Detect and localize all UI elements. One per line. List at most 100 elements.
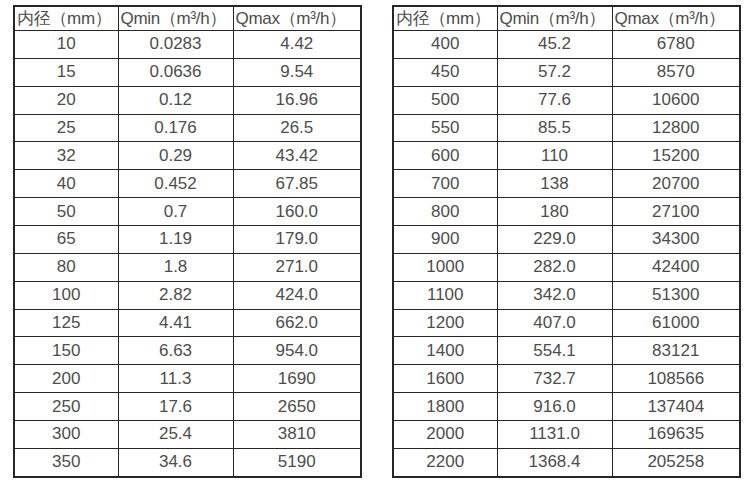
table-cell: 2.82: [118, 281, 233, 309]
table-row: 40045.26780: [393, 31, 740, 59]
table-cell: 138: [497, 170, 612, 198]
column-header-diameter: 内径（mm）: [393, 6, 497, 31]
table-cell: 916.0: [497, 393, 612, 421]
table-cell: 200: [14, 365, 118, 393]
table-cell: 2000: [393, 421, 497, 449]
table-row: 250.17626.5: [14, 114, 361, 142]
table-row: 20011.31690: [14, 365, 361, 393]
table-cell: 4.42: [233, 31, 361, 59]
table-cell: 150: [14, 337, 118, 365]
table-cell: 85.5: [497, 114, 612, 142]
table-row: 1100342.051300: [393, 281, 740, 309]
table-cell: 229.0: [497, 226, 612, 254]
table-row: 55085.512800: [393, 114, 740, 142]
table-row: 500.7160.0: [14, 198, 361, 226]
table-cell: 10: [14, 31, 118, 59]
table-header-row: 内径（mm） Qmin（m³/h） Qmax（m³/h）: [14, 6, 361, 31]
table-cell: 1.8: [118, 253, 233, 281]
table-row: 1600732.7108566: [393, 365, 740, 393]
table-row: 651.19179.0: [14, 226, 361, 254]
table-cell: 65: [14, 226, 118, 254]
table-row: 1002.82424.0: [14, 281, 361, 309]
table-cell: 80: [14, 253, 118, 281]
table-cell: 2650: [233, 393, 361, 421]
table-cell: 45.2: [497, 31, 612, 59]
table-cell: 26.5: [233, 114, 361, 142]
table-cell: 16.96: [233, 86, 361, 114]
table-cell: 180: [497, 198, 612, 226]
table-cell: 25.4: [118, 421, 233, 449]
table-cell: 110: [497, 142, 612, 170]
table-cell: 271.0: [233, 253, 361, 281]
table-cell: 732.7: [497, 365, 612, 393]
table-cell: 600: [393, 142, 497, 170]
table-cell: 15: [14, 58, 118, 86]
table-row: 400.45267.85: [14, 170, 361, 198]
column-header-qmax: Qmax（m³/h）: [612, 6, 740, 31]
table-cell: 407.0: [497, 309, 612, 337]
spec-tables-container: 内径（mm） Qmin（m³/h） Qmax（m³/h） 100.02834.4…: [13, 5, 741, 478]
table-cell: 15200: [612, 142, 740, 170]
table-cell: 42400: [612, 253, 740, 281]
table-cell: 900: [393, 226, 497, 254]
table-cell: 1368.4: [497, 448, 612, 477]
table-row: 80018027100: [393, 198, 740, 226]
column-header-qmin: Qmin（m³/h）: [118, 6, 233, 31]
table-row: 20001131.0169635: [393, 421, 740, 449]
table-cell: 1131.0: [497, 421, 612, 449]
table-cell: 20700: [612, 170, 740, 198]
table-cell: 205258: [612, 448, 740, 477]
table-cell: 800: [393, 198, 497, 226]
table-cell: 12800: [612, 114, 740, 142]
table-cell: 3810: [233, 421, 361, 449]
table-cell: 400: [393, 31, 497, 59]
table-cell: 1400: [393, 337, 497, 365]
table-cell: 0.452: [118, 170, 233, 198]
table-row: 45057.28570: [393, 58, 740, 86]
table-cell: 1000: [393, 253, 497, 281]
table-cell: 4.41: [118, 309, 233, 337]
table-cell: 10600: [612, 86, 740, 114]
table-cell: 25: [14, 114, 118, 142]
table-row: 22001368.4205258: [393, 448, 740, 477]
table-cell: 0.0283: [118, 31, 233, 59]
table-cell: 424.0: [233, 281, 361, 309]
table-cell: 1690: [233, 365, 361, 393]
table-cell: 179.0: [233, 226, 361, 254]
table-cell: 108566: [612, 365, 740, 393]
table-cell: 0.0636: [118, 58, 233, 86]
table-cell: 662.0: [233, 309, 361, 337]
table-cell: 9.54: [233, 58, 361, 86]
table-cell: 350: [14, 448, 118, 477]
table-cell: 40: [14, 170, 118, 198]
table-row: 35034.65190: [14, 448, 361, 477]
table-cell: 550: [393, 114, 497, 142]
table-row: 1400554.183121: [393, 337, 740, 365]
table-body: 40045.2678045057.2857050077.61060055085.…: [393, 31, 740, 478]
table-cell: 0.176: [118, 114, 233, 142]
table-cell: 11.3: [118, 365, 233, 393]
table-row: 900229.034300: [393, 226, 740, 254]
table-cell: 83121: [612, 337, 740, 365]
table-row: 1200407.061000: [393, 309, 740, 337]
table-cell: 5190: [233, 448, 361, 477]
column-header-qmax: Qmax（m³/h）: [233, 6, 361, 31]
table-cell: 43.42: [233, 142, 361, 170]
table-row: 200.1216.96: [14, 86, 361, 114]
table-cell: 6.63: [118, 337, 233, 365]
table-header-row: 内径（mm） Qmin（m³/h） Qmax（m³/h）: [393, 6, 740, 31]
spec-table-large-diameters: 内径（mm） Qmin（m³/h） Qmax（m³/h） 40045.26780…: [392, 5, 741, 478]
table-row: 70013820700: [393, 170, 740, 198]
table-row: 25017.62650: [14, 393, 361, 421]
column-header-qmin: Qmin（m³/h）: [497, 6, 612, 31]
table-cell: 57.2: [497, 58, 612, 86]
table-row: 1254.41662.0: [14, 309, 361, 337]
spec-table-small-diameters: 内径（mm） Qmin（m³/h） Qmax（m³/h） 100.02834.4…: [13, 5, 362, 478]
table-cell: 17.6: [118, 393, 233, 421]
table-cell: 32: [14, 142, 118, 170]
table-row: 30025.43810: [14, 421, 361, 449]
table-cell: 27100: [612, 198, 740, 226]
table-row: 801.8271.0: [14, 253, 361, 281]
table-row: 1000282.042400: [393, 253, 740, 281]
table-cell: 2200: [393, 448, 497, 477]
